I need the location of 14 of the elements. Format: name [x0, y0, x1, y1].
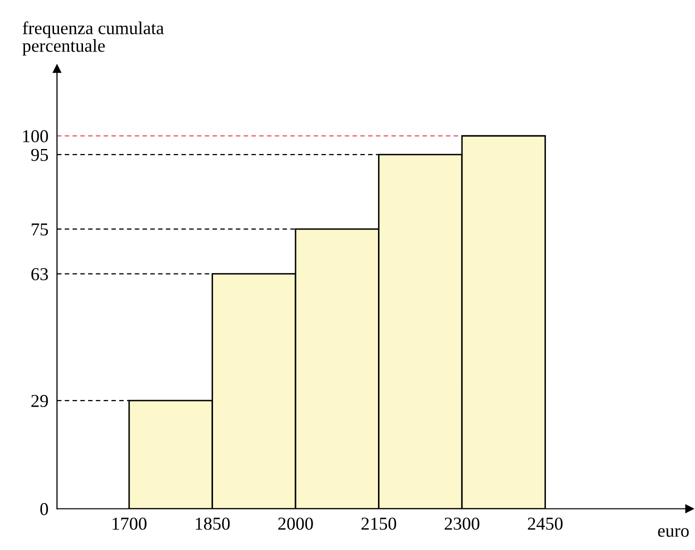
y-tick-label: 29 [31, 394, 48, 408]
x-tick-label: 1850 [196, 518, 230, 530]
x-tick-label: 2300 [444, 518, 480, 530]
y-axis-title: frequenza cumulata percentuale [22, 21, 164, 56]
y-tick-label: 95 [31, 148, 48, 161]
x-tick-label: 2150 [362, 518, 396, 530]
x-tick-label: 2450 [528, 518, 563, 530]
y-tick-label: 63 [31, 268, 48, 280]
y-tick-label: 0 [40, 503, 48, 516]
y-tick-label: 100 [23, 130, 48, 142]
x-tick-label: 1700 [112, 518, 146, 530]
x-tick-label: 2000 [278, 518, 313, 530]
y-tick-label: 75 [32, 224, 48, 236]
x-axis-title: euro [658, 528, 689, 537]
